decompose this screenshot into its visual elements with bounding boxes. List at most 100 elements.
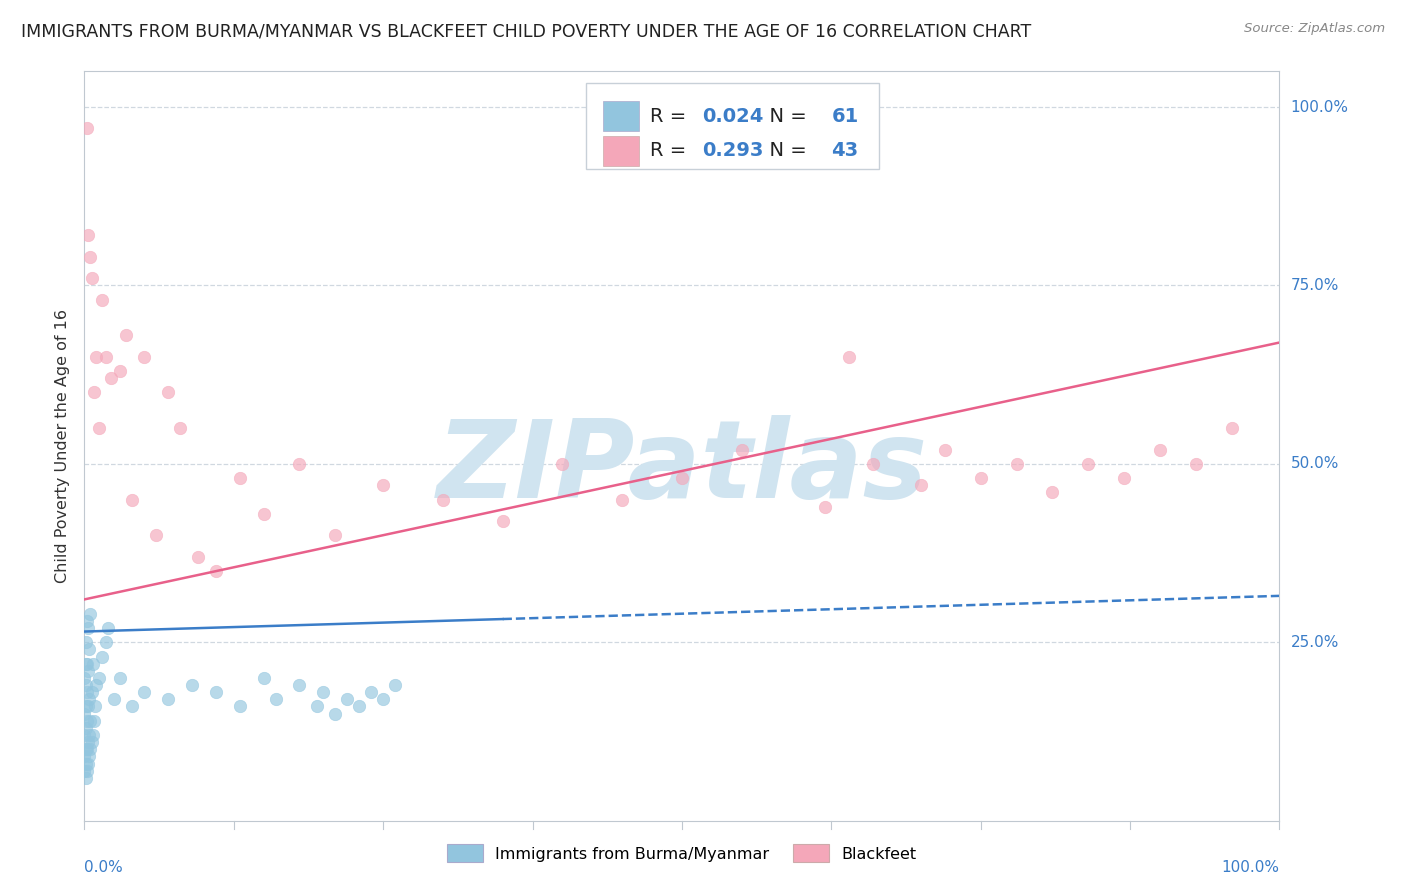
Point	[79, 742, 101, 756]
Point	[75, 657, 97, 671]
Point	[87, 671, 110, 685]
Point	[76, 685, 98, 699]
Point	[1005, 457, 1028, 471]
Point	[73, 749, 96, 764]
Point	[87, 421, 110, 435]
Point	[73, 728, 96, 742]
FancyBboxPatch shape	[603, 136, 638, 166]
Point	[73, 671, 96, 685]
Point	[73, 764, 96, 778]
Text: Source: ZipAtlas.com: Source: ZipAtlas.com	[1244, 22, 1385, 36]
Point	[253, 671, 276, 685]
Point	[1185, 457, 1208, 471]
Point	[1077, 457, 1099, 471]
Point	[360, 685, 382, 699]
Point	[157, 692, 180, 706]
Text: R =: R =	[650, 141, 692, 161]
Point	[77, 699, 100, 714]
Point	[1149, 442, 1171, 457]
Point	[91, 293, 114, 307]
Point	[77, 735, 100, 749]
Point	[205, 685, 228, 699]
Point	[73, 706, 96, 721]
Point	[288, 457, 311, 471]
FancyBboxPatch shape	[603, 102, 638, 131]
Point	[1220, 421, 1243, 435]
Point	[100, 371, 122, 385]
Point	[814, 500, 837, 514]
Point	[288, 678, 311, 692]
Point	[229, 471, 252, 485]
Text: 75.0%: 75.0%	[1291, 278, 1339, 293]
Point	[187, 549, 209, 564]
Point	[612, 492, 634, 507]
Point	[551, 457, 574, 471]
Text: 0.0%: 0.0%	[84, 860, 124, 874]
Point	[121, 699, 143, 714]
Point	[82, 728, 104, 742]
Text: ZIPatlas: ZIPatlas	[436, 416, 928, 522]
Point	[80, 685, 103, 699]
Text: IMMIGRANTS FROM BURMA/MYANMAR VS BLACKFEET CHILD POVERTY UNDER THE AGE OF 16 COR: IMMIGRANTS FROM BURMA/MYANMAR VS BLACKFE…	[21, 22, 1032, 40]
Point	[86, 678, 108, 692]
Point	[76, 742, 98, 756]
Point	[336, 692, 359, 706]
Point	[86, 350, 108, 364]
Point	[307, 699, 329, 714]
Point	[77, 756, 100, 771]
Point	[384, 678, 406, 692]
Text: 50.0%: 50.0%	[1291, 457, 1339, 471]
Point	[169, 421, 191, 435]
Point	[264, 692, 287, 706]
Point	[84, 699, 107, 714]
Point	[79, 714, 101, 728]
Point	[76, 614, 98, 628]
Point	[77, 642, 100, 657]
Text: 0.024: 0.024	[702, 107, 763, 126]
Point	[75, 771, 97, 785]
Text: R =: R =	[650, 107, 692, 126]
Point	[77, 664, 100, 678]
Point	[121, 492, 143, 507]
Point	[83, 385, 105, 400]
Point	[312, 685, 335, 699]
Point	[76, 657, 98, 671]
Point	[205, 564, 228, 578]
Text: 25.0%: 25.0%	[1291, 635, 1339, 649]
Point	[80, 735, 103, 749]
Point	[94, 635, 117, 649]
Point	[77, 228, 100, 243]
Point	[75, 699, 97, 714]
Point	[77, 749, 100, 764]
Point	[970, 471, 993, 485]
Point	[79, 250, 101, 264]
Point	[103, 692, 125, 706]
Point	[76, 121, 98, 136]
Point	[253, 507, 276, 521]
Y-axis label: Child Poverty Under the Age of 16: Child Poverty Under the Age of 16	[55, 309, 70, 583]
Point	[79, 607, 101, 621]
Text: 0.293: 0.293	[702, 141, 763, 161]
Point	[75, 721, 97, 735]
Point	[492, 514, 515, 528]
Point	[934, 442, 956, 457]
Text: N =: N =	[758, 141, 813, 161]
Point	[75, 635, 97, 649]
Text: 43: 43	[831, 141, 859, 161]
Point	[110, 364, 132, 378]
Point	[115, 328, 138, 343]
Point	[132, 350, 156, 364]
Point	[229, 699, 252, 714]
Point	[76, 714, 98, 728]
Point	[1042, 485, 1064, 500]
Point	[325, 706, 347, 721]
Text: 100.0%: 100.0%	[1291, 100, 1348, 114]
Point	[731, 442, 754, 457]
Point	[75, 756, 97, 771]
Point	[97, 621, 120, 635]
Point	[75, 742, 97, 756]
Point	[432, 492, 454, 507]
Point	[373, 692, 395, 706]
FancyBboxPatch shape	[586, 83, 879, 169]
Point	[77, 728, 100, 742]
